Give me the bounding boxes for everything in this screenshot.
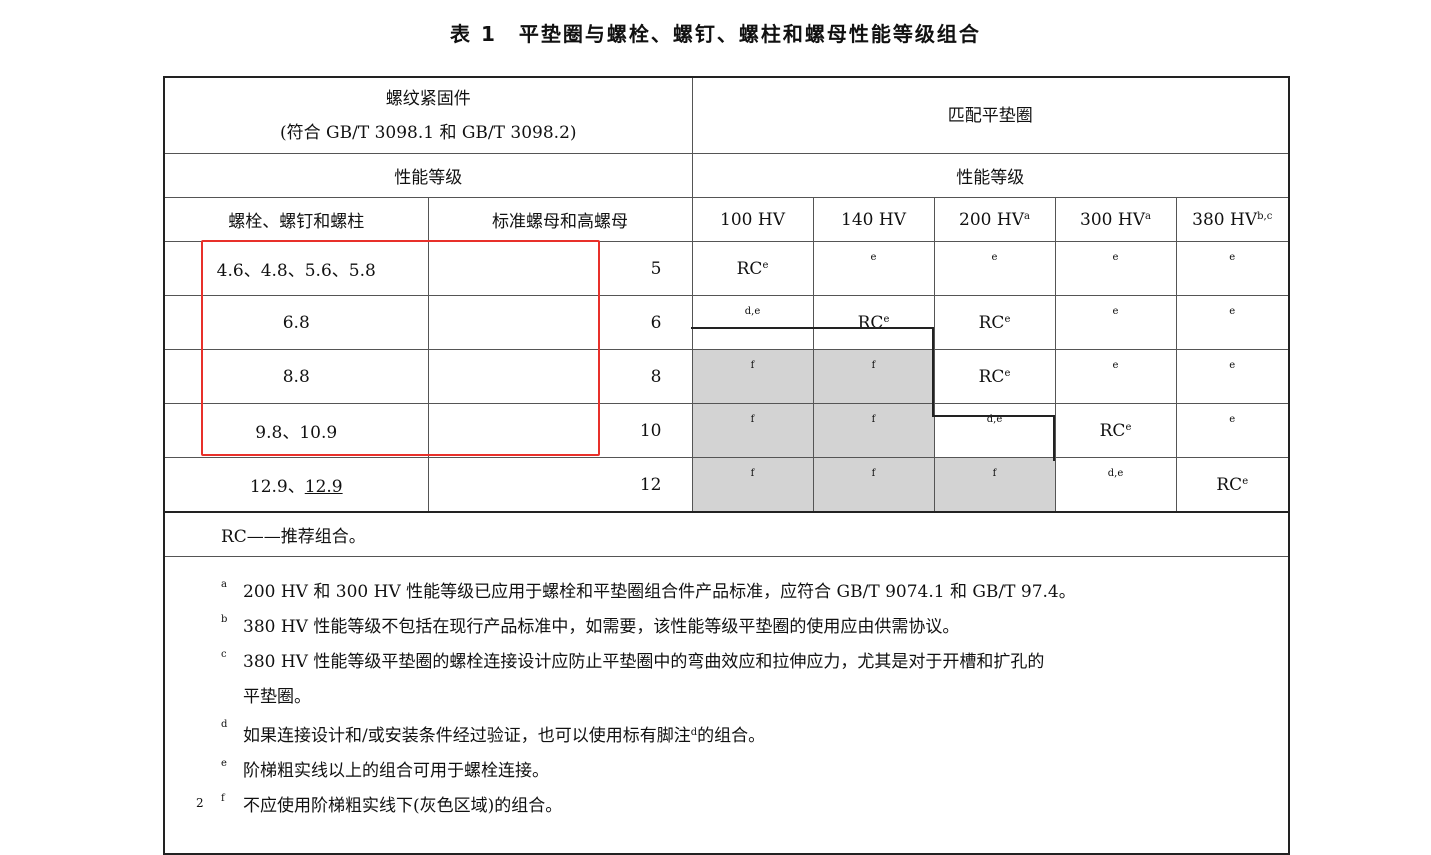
col-header: 300 HVa xyxy=(1054,197,1177,242)
staircase-line xyxy=(932,415,1055,417)
highlight-box xyxy=(201,240,600,456)
washer-cell: RCe xyxy=(812,295,935,350)
washer-cell: f xyxy=(812,457,935,513)
footnote: a 200 HV 和 300 HV 性能等级已应用于螺栓和平垫圈组合件产品标准，应… xyxy=(221,579,1076,602)
col-header: 140 HV xyxy=(812,197,935,242)
washer-cell: e xyxy=(1054,241,1177,296)
nut-grade: 10 xyxy=(427,403,693,458)
nut-grade: 8 xyxy=(427,349,693,404)
washer-cell: RCe xyxy=(1054,403,1177,458)
combination-table: 螺纹紧固件 (符合 GB/T 3098.1 和 GB/T 3098.2) 匹配平垫… xyxy=(163,76,1290,855)
washer-cell: d,e xyxy=(691,295,814,350)
washer-cell: e xyxy=(1175,349,1290,404)
rc-legend: RC——推荐组合。 xyxy=(163,511,1290,557)
page-number: 2 xyxy=(196,796,204,810)
table-row: 12.9、12.9 12 f f f d,e RCe xyxy=(163,457,1290,513)
staircase-line xyxy=(1053,415,1055,461)
bolt-grade: 8.8 xyxy=(163,349,429,404)
washer-cell: e xyxy=(1054,295,1177,350)
washer-cell: RCe xyxy=(933,295,1056,350)
washer-cell: d,e xyxy=(933,403,1056,458)
bolt-grade: 6.8 xyxy=(163,295,429,350)
table-row: 6.8 6 d,e RCe RCe e e xyxy=(163,295,1290,350)
washers-header: 匹配平垫圈 xyxy=(691,76,1290,154)
nut-grade: 5 xyxy=(427,241,693,296)
washer-cell: e xyxy=(812,241,935,296)
footnote: e 阶梯粗实线以上的组合可用于螺栓连接。 xyxy=(221,758,549,781)
footnote: b 380 HV 性能等级不包括在现行产品标准中，如需要，该性能等级平垫圈的使用应… xyxy=(221,614,960,637)
washer-cell: e xyxy=(1175,295,1290,350)
washer-cell: d,e xyxy=(1054,457,1177,513)
footnotes: a 200 HV 和 300 HV 性能等级已应用于螺栓和平垫圈组合件产品标准，应… xyxy=(163,556,1290,855)
table-row: 8.8 8 f f RCe e e xyxy=(163,349,1290,404)
table-row: 4.6、4.8、5.6、5.8 5 RCe e e e e xyxy=(163,241,1290,296)
bolt-grade: 4.6、4.8、5.6、5.8 xyxy=(163,241,429,296)
staircase-line xyxy=(691,327,934,329)
washer-cell: e xyxy=(1175,403,1290,458)
washer-cell: f xyxy=(691,349,814,404)
table-title: 表 1 平垫圈与螺栓、螺钉、螺柱和螺母性能等级组合 xyxy=(450,22,981,46)
bolt-grade: 12.9、12.9 xyxy=(163,457,429,513)
washer-cell: e xyxy=(1175,241,1290,296)
washer-cell: f xyxy=(812,403,935,458)
washer-cell: RCe xyxy=(1175,457,1290,513)
washer-cell: f xyxy=(812,349,935,404)
washer-cell: f xyxy=(691,403,814,458)
nuts-header: 标准螺母和高螺母 xyxy=(427,197,693,242)
grade-right-header: 性能等级 xyxy=(691,153,1290,198)
washer-cell: RCe xyxy=(691,241,814,296)
washer-cell: f xyxy=(691,457,814,513)
washer-cell: e xyxy=(933,241,1056,296)
washer-cell: f xyxy=(933,457,1056,513)
footnote: d 如果连接设计和/或安装条件经过验证，也可以使用标有脚注d的组合。 xyxy=(221,719,766,746)
col-header: 200 HVa xyxy=(933,197,1056,242)
washer-cell: RCe xyxy=(933,349,1056,404)
washer-cell: e xyxy=(1054,349,1177,404)
col-header: 100 HV xyxy=(691,197,814,242)
bolt-grade: 9.8、10.9 xyxy=(163,403,429,458)
nut-grade: 6 xyxy=(427,295,693,350)
footnote: f 不应使用阶梯粗实线下(灰色区域)的组合。 xyxy=(221,793,563,816)
nut-grade: 12 xyxy=(427,457,693,513)
staircase-line xyxy=(932,327,934,417)
fasteners-header: 螺纹紧固件 (符合 GB/T 3098.1 和 GB/T 3098.2) xyxy=(163,76,693,154)
bolts-header: 螺栓、螺钉和螺柱 xyxy=(163,197,429,242)
col-header: 380 HVb,c xyxy=(1175,197,1290,242)
footnote: c 380 HV 性能等级平垫圈的螺栓连接设计应防止平垫圈中的弯曲效应和拉伸应力，… xyxy=(221,649,1045,707)
grade-left-header: 性能等级 xyxy=(163,153,693,198)
table-row: 9.8、10.9 10 f f d,e RCe e xyxy=(163,403,1290,458)
